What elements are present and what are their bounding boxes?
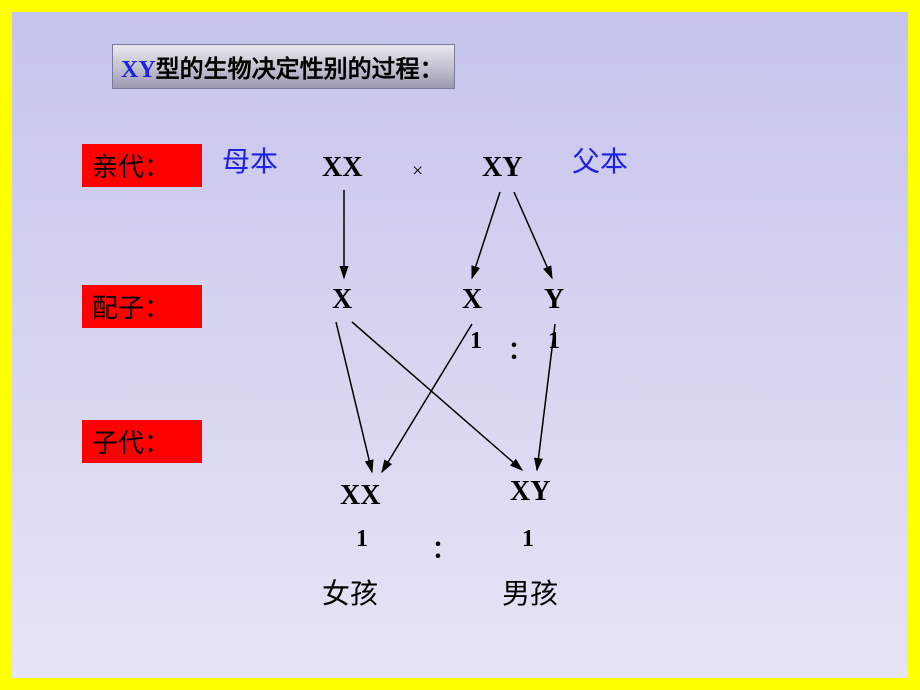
gamete-ratio-colon: ：: [508, 330, 532, 365]
label-offspring: 子代：: [82, 420, 202, 463]
title-rest: 型的生物决定性别的过程: [156, 57, 420, 83]
title-colon: ：: [420, 57, 444, 83]
boy-label: 男孩: [502, 572, 558, 612]
parent-xy: XY: [482, 152, 522, 184]
outer-frame: XY型的生物决定性别的过程： 亲代： 配子： 子代： 母本 父本 XX × XY…: [0, 0, 920, 690]
offspring-ratio-colon: ：: [432, 529, 456, 564]
gamete-x2: X: [462, 284, 482, 316]
father-label: 父本: [572, 140, 628, 180]
offspring-xx: XX: [340, 480, 380, 512]
slide-panel: XY型的生物决定性别的过程： 亲代： 配子： 子代： 母本 父本 XX × XY…: [12, 12, 908, 678]
title-banner: XY型的生物决定性别的过程：: [112, 44, 455, 89]
label-parent-gen: 亲代：: [82, 144, 202, 187]
title-xy: XY: [121, 57, 156, 83]
girl-label: 女孩: [322, 572, 378, 612]
gamete-ratio-1: 1: [470, 328, 482, 355]
gamete-y: Y: [544, 284, 564, 316]
arrow-layer: [12, 12, 908, 678]
cross-symbol: ×: [412, 160, 423, 183]
offspring-ratio-2: 1: [522, 526, 534, 553]
offspring-ratio-1: 1: [356, 526, 368, 553]
gamete-x1: X: [332, 284, 352, 316]
mother-label: 母本: [222, 140, 278, 180]
offspring-xy: XY: [510, 476, 550, 508]
gamete-ratio-2: 1: [548, 328, 560, 355]
label-gamete: 配子：: [82, 285, 202, 328]
parent-xx: XX: [322, 152, 362, 184]
